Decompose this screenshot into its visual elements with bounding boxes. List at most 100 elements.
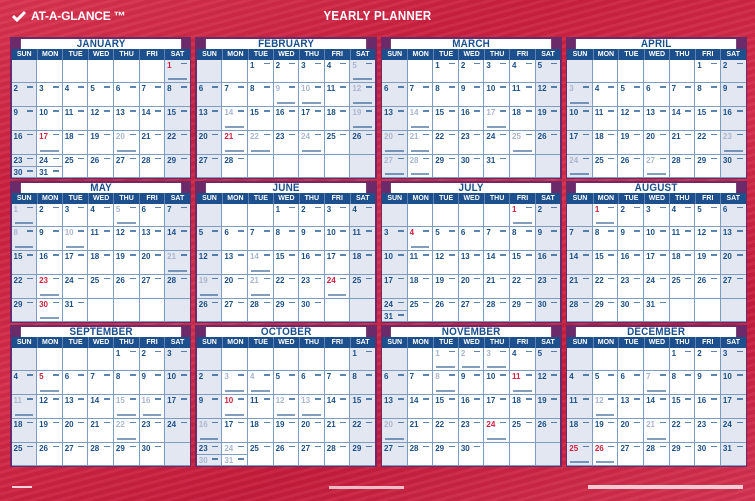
day-29[interactable]: 29 (510, 299, 535, 322)
day-19[interactable]: 19 (37, 419, 62, 442)
day-25[interactable]: 25 (12, 443, 37, 466)
day-cell[interactable]: 7 (484, 227, 510, 251)
day-15[interactable]: 15 (433, 395, 458, 418)
day-cell[interactable]: 4 (592, 83, 618, 107)
day-15[interactable]: 15 (510, 251, 535, 274)
day-10[interactable]: 10 (484, 371, 509, 394)
day-14[interactable]: 14 (644, 395, 669, 418)
day-1[interactable]: 1 (350, 348, 375, 371)
day-16[interactable]: 16 (536, 251, 561, 274)
day-9[interactable]: 9 (274, 83, 299, 106)
day-cell[interactable]: 19 (37, 418, 62, 442)
day-23[interactable]: 23 (37, 275, 62, 298)
day-22[interactable]: 22 (510, 275, 535, 298)
day-22[interactable]: 22 (695, 131, 720, 154)
day-9[interactable]: 9 (721, 83, 746, 106)
day-cell[interactable]: 23 (535, 274, 561, 298)
day-25[interactable]: 25 (248, 443, 273, 466)
day-cell[interactable]: 25 (350, 274, 375, 298)
day-13[interactable]: 13 (618, 395, 643, 418)
day-cell[interactable]: 2 (299, 203, 324, 227)
day-cell[interactable]: 8 (695, 83, 720, 107)
day-19[interactable]: 19 (618, 131, 643, 154)
day-2[interactable]: 2 (536, 204, 561, 227)
day-cell[interactable]: 8 (669, 371, 695, 395)
day-cell[interactable]: 26 (88, 154, 113, 178)
day-cell[interactable]: 8 (433, 83, 458, 107)
day-cell[interactable]: 12 (196, 251, 222, 274)
day-29[interactable]: 29 (695, 155, 720, 178)
day-cell[interactable]: 25 (247, 442, 273, 466)
day-11[interactable]: 11 (670, 227, 695, 250)
day-cell[interactable]: 24 (644, 274, 669, 298)
day-cell[interactable]: 10 (62, 227, 88, 251)
day-11[interactable]: 11 (325, 83, 350, 106)
day-18[interactable]: 18 (593, 131, 618, 154)
day-cell[interactable]: 22 (11, 274, 37, 298)
day-6[interactable]: 6 (382, 371, 407, 394)
day-cell[interactable]: 5 (196, 227, 222, 251)
day-18[interactable]: 18 (408, 275, 433, 298)
day-17[interactable]: 17 (567, 131, 592, 154)
day-cell[interactable]: 30 (37, 298, 62, 322)
day-cell[interactable]: 29 (11, 298, 37, 322)
day-29[interactable]: 29 (670, 443, 695, 466)
day-8[interactable]: 8 (248, 83, 273, 106)
day-19[interactable]: 19 (536, 107, 561, 130)
day-17[interactable]: 17 (165, 395, 190, 418)
day-cell[interactable]: 27 (618, 442, 644, 466)
day-cell[interactable]: 3 (382, 227, 407, 251)
day-cell[interactable]: 17 (484, 107, 510, 130)
day-cell[interactable]: 12 (618, 107, 644, 130)
day-cell[interactable]: 24 (484, 418, 510, 442)
day-cell[interactable]: 13 (618, 395, 644, 418)
day-cell[interactable]: 31 (720, 442, 746, 466)
day-cell[interactable]: 23 (299, 274, 324, 298)
day-cell[interactable]: 6 (139, 203, 165, 227)
day-cell[interactable]: 16 (37, 251, 62, 274)
day-26[interactable]: 26 (433, 299, 458, 322)
day-20[interactable]: 20 (114, 131, 139, 154)
day-3[interactable]: 3 (37, 83, 62, 106)
day-20[interactable]: 20 (382, 419, 407, 442)
day-28[interactable]: 28 (670, 155, 695, 178)
day-cell[interactable]: 28 (484, 298, 510, 322)
day-cell[interactable]: 5 (535, 59, 561, 83)
day-12[interactable]: 12 (88, 107, 113, 130)
day-8[interactable]: 8 (114, 371, 139, 394)
day-cell[interactable]: 29 (433, 154, 458, 178)
day-cell[interactable]: 30 (458, 442, 484, 466)
day-8[interactable]: 8 (350, 371, 375, 394)
day-cell[interactable]: 14 (644, 395, 669, 418)
day-17[interactable]: 17 (721, 395, 746, 418)
day-cell[interactable]: 6 (222, 227, 247, 251)
day-cell[interactable]: 4 (247, 371, 273, 395)
day-cell[interactable]: 15 (113, 395, 139, 418)
day-cell[interactable]: 11 (510, 371, 535, 395)
day-27[interactable]: 27 (382, 155, 407, 178)
day-cell[interactable]: 16 (458, 395, 484, 418)
day-cell[interactable]: 9 (618, 227, 644, 251)
day-cell[interactable]: 24 (484, 130, 510, 154)
day-cell[interactable]: 20 (222, 274, 247, 298)
day-cell[interactable]: 7 (407, 371, 433, 395)
day-18[interactable]: 18 (670, 251, 695, 274)
day-21[interactable]: 21 (325, 419, 350, 442)
day-cell[interactable]: 10 (484, 371, 510, 395)
day-cell[interactable]: 18 (62, 130, 88, 154)
day-cell[interactable]: 3 (720, 347, 746, 371)
day-1[interactable]: 1 (510, 204, 535, 227)
day-cell[interactable]: 9 (458, 83, 484, 107)
day-cell[interactable]: 30 (458, 154, 484, 178)
day-22[interactable]: 22 (593, 275, 618, 298)
day-cell[interactable]: 26 (196, 298, 222, 322)
day-6[interactable]: 6 (114, 83, 139, 106)
day-26[interactable]: 26 (274, 443, 299, 466)
day-cell[interactable]: 22 (669, 418, 695, 442)
day-cell[interactable]: 18 (510, 395, 535, 418)
day-cell[interactable]: 30 (695, 442, 720, 466)
day-12[interactable]: 12 (618, 107, 643, 130)
day-cell[interactable]: 23 (273, 130, 299, 154)
day-cell[interactable]: 15 (273, 251, 299, 274)
day-cell[interactable]: 21 (88, 418, 113, 442)
